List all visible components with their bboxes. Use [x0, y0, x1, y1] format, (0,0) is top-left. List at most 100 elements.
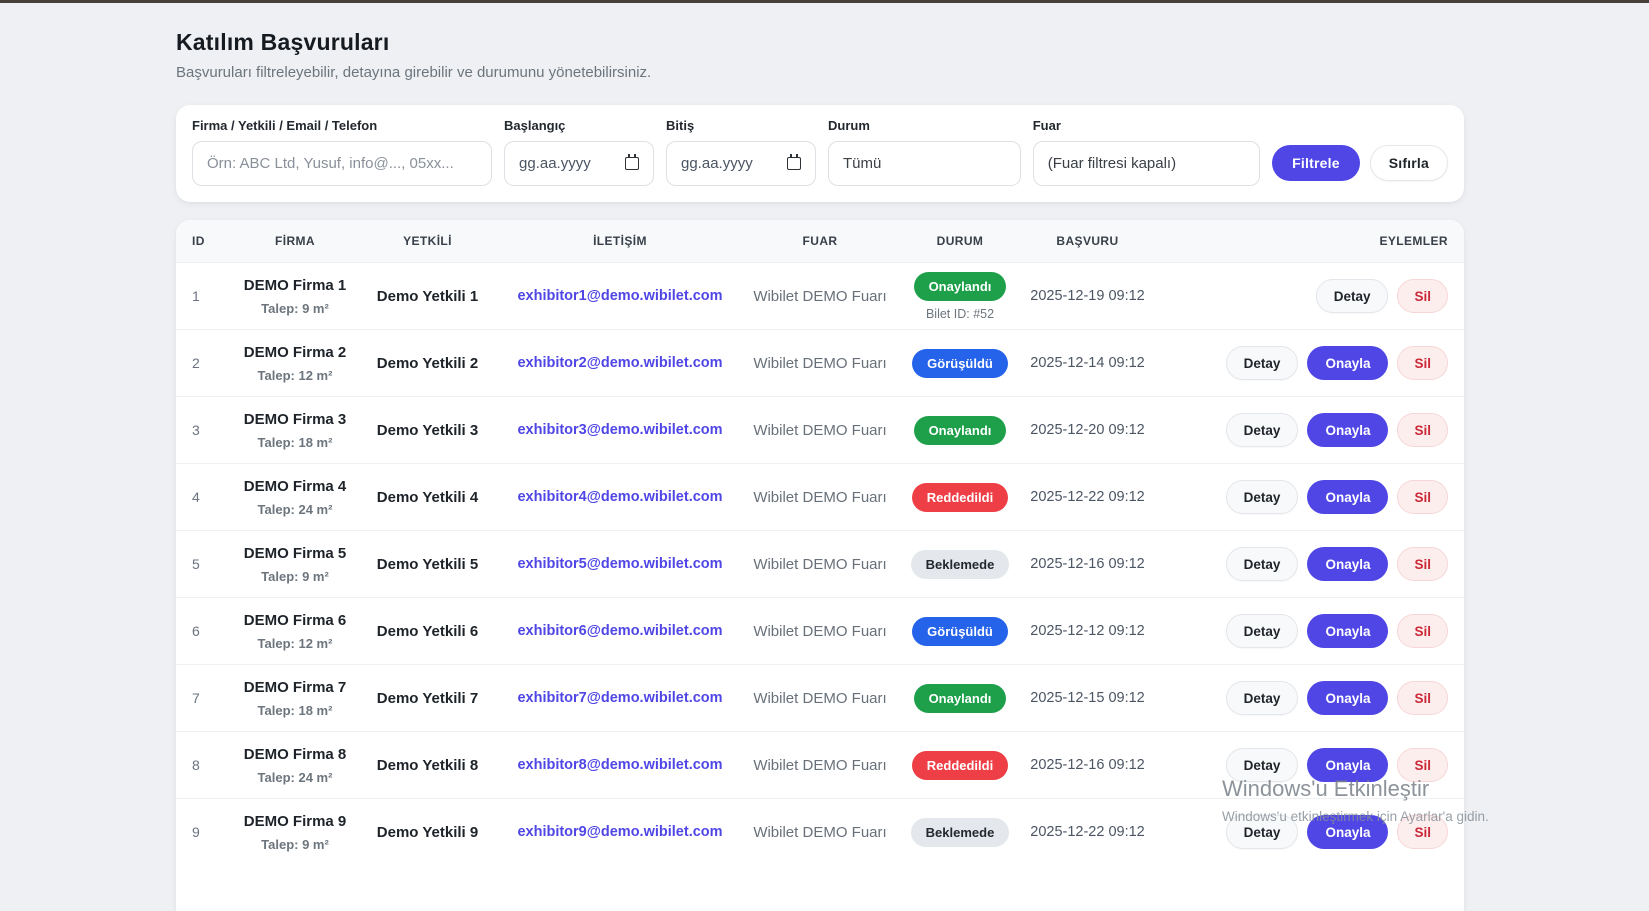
delete-button[interactable]: Sil: [1397, 480, 1448, 514]
page-title: Katılım Başvuruları: [176, 29, 390, 55]
detail-button[interactable]: Detay: [1225, 346, 1299, 380]
status-select[interactable]: Tümü: [828, 141, 1021, 186]
row-id: 5: [192, 556, 200, 572]
status-cell: Onaylandı: [905, 415, 1015, 445]
status-cell: Reddedildi: [905, 482, 1015, 512]
reset-button[interactable]: Sıfırla: [1369, 145, 1448, 181]
detail-button[interactable]: Detay: [1225, 815, 1299, 849]
table-row: 9 DEMO Firma 9 Talep: 9 m² Demo Yetkili …: [176, 798, 1464, 865]
fair-field-group: Fuar (Fuar filtresi kapalı): [1032, 118, 1261, 186]
delete-button[interactable]: Sil: [1397, 815, 1448, 849]
application-date: 2025-12-19 09:12: [1030, 288, 1145, 304]
email-cell: exhibitor7@demo.wibilet.com: [505, 689, 735, 707]
approve-button[interactable]: Onayla: [1307, 413, 1389, 447]
detail-button[interactable]: Detay: [1225, 614, 1299, 648]
end-date-input[interactable]: gg.aa.yyyy: [666, 141, 816, 186]
requested-area: Talep: 24 m²: [257, 501, 333, 517]
email-link[interactable]: exhibitor1@demo.wibilet.com: [517, 288, 723, 304]
requested-area: Talep: 9 m²: [261, 568, 329, 584]
start-date-input[interactable]: gg.aa.yyyy: [504, 141, 654, 186]
row-id: 7: [192, 690, 200, 706]
delete-button[interactable]: Sil: [1397, 748, 1448, 782]
fair-name: Wibilet DEMO Fuarı: [753, 555, 887, 573]
email-cell: exhibitor6@demo.wibilet.com: [505, 622, 735, 640]
delete-button[interactable]: Sil: [1397, 547, 1448, 581]
column-header-status: DURUM: [936, 234, 984, 248]
fair-selected-value: (Fuar filtresi kapalı): [1047, 155, 1177, 172]
applications-page: Katılım Başvuruları Başvuruları filtrele…: [176, 29, 1464, 911]
status-cell: Onaylandı: [905, 683, 1015, 713]
status-cell: Onaylandı Bilet ID: #52: [905, 271, 1015, 321]
fair-select[interactable]: (Fuar filtresi kapalı): [1032, 141, 1261, 186]
table-row: 7 DEMO Firma 7 Talep: 18 m² Demo Yetkili…: [176, 664, 1464, 731]
table-row: 3 DEMO Firma 3 Talep: 18 m² Demo Yetkili…: [176, 396, 1464, 463]
delete-button[interactable]: Sil: [1397, 413, 1448, 447]
status-badge: Beklemede: [910, 817, 1010, 847]
detail-button[interactable]: Detay: [1225, 480, 1299, 514]
search-field-group: Firma / Yetkili / Email / Telefon: [192, 118, 492, 186]
detail-button[interactable]: Detay: [1225, 413, 1299, 447]
detail-button[interactable]: Detay: [1315, 279, 1389, 313]
table-row: 4 DEMO Firma 4 Talep: 24 m² Demo Yetkili…: [176, 463, 1464, 530]
application-date: 2025-12-14 09:12: [1030, 355, 1145, 371]
filter-button[interactable]: Filtrele: [1272, 145, 1360, 181]
delete-button[interactable]: Sil: [1397, 614, 1448, 648]
delete-button[interactable]: Sil: [1397, 681, 1448, 715]
email-link[interactable]: exhibitor7@demo.wibilet.com: [517, 690, 723, 706]
requested-area: Talep: 12 m²: [257, 367, 333, 383]
row-actions: Detay Onayla Sil: [1160, 815, 1448, 849]
row-actions: Detay Sil: [1160, 279, 1448, 313]
contact-person: Demo Yetkili 4: [376, 488, 479, 506]
approve-button[interactable]: Onayla: [1307, 480, 1389, 514]
company-cell: DEMO Firma 8 Talep: 24 m²: [240, 746, 350, 785]
end-date-value: gg.aa.yyyy: [681, 155, 753, 172]
status-cell: Reddedildi: [905, 750, 1015, 780]
status-badge: Reddedildi: [911, 482, 1009, 512]
application-date: 2025-12-22 09:12: [1030, 489, 1145, 505]
approve-button[interactable]: Onayla: [1307, 547, 1389, 581]
ticket-id-note: Bilet ID: #52: [925, 306, 995, 321]
email-link[interactable]: exhibitor5@demo.wibilet.com: [517, 556, 723, 572]
contact-person: Demo Yetkili 9: [376, 823, 479, 841]
requested-area: Talep: 9 m²: [261, 836, 329, 852]
delete-button[interactable]: Sil: [1397, 346, 1448, 380]
approve-button[interactable]: Onayla: [1307, 748, 1389, 782]
email-link[interactable]: exhibitor2@demo.wibilet.com: [517, 355, 723, 371]
email-cell: exhibitor3@demo.wibilet.com: [505, 421, 735, 439]
email-link[interactable]: exhibitor8@demo.wibilet.com: [517, 757, 723, 773]
column-header-date: BAŞVURU: [1056, 234, 1119, 248]
status-badge: Onaylandı: [913, 415, 1007, 445]
approve-button[interactable]: Onayla: [1307, 815, 1389, 849]
approve-button[interactable]: Onayla: [1307, 614, 1389, 648]
row-actions: Detay Onayla Sil: [1160, 480, 1448, 514]
contact-person: Demo Yetkili 6: [376, 622, 479, 640]
email-link[interactable]: exhibitor6@demo.wibilet.com: [517, 623, 723, 639]
approve-button[interactable]: Onayla: [1307, 346, 1389, 380]
email-link[interactable]: exhibitor9@demo.wibilet.com: [517, 824, 723, 840]
search-input[interactable]: [192, 141, 492, 186]
column-header-id: ID: [192, 234, 205, 248]
row-id: 9: [192, 824, 200, 840]
status-field-group: Durum Tümü: [828, 118, 1021, 186]
detail-button[interactable]: Detay: [1225, 748, 1299, 782]
company-name: DEMO Firma 6: [243, 611, 347, 629]
application-date: 2025-12-12 09:12: [1030, 623, 1145, 639]
email-link[interactable]: exhibitor3@demo.wibilet.com: [517, 422, 723, 438]
status-badge: Görüşüldü: [912, 348, 1008, 378]
email-cell: exhibitor2@demo.wibilet.com: [505, 354, 735, 372]
company-name: DEMO Firma 9: [243, 812, 347, 830]
detail-button[interactable]: Detay: [1225, 681, 1299, 715]
row-id: 1: [192, 288, 200, 304]
table-row: 2 DEMO Firma 2 Talep: 12 m² Demo Yetkili…: [176, 329, 1464, 396]
detail-button[interactable]: Detay: [1225, 547, 1299, 581]
approve-button[interactable]: Onayla: [1307, 681, 1389, 715]
company-cell: DEMO Firma 4 Talep: 24 m²: [240, 478, 350, 517]
company-name: DEMO Firma 5: [243, 544, 347, 562]
row-actions: Detay Onayla Sil: [1160, 748, 1448, 782]
calendar-icon[interactable]: [787, 153, 801, 170]
column-header-actions: EYLEMLER: [1379, 234, 1448, 248]
column-header-fair: FUAR: [802, 234, 838, 248]
email-link[interactable]: exhibitor4@demo.wibilet.com: [517, 489, 723, 505]
delete-button[interactable]: Sil: [1397, 279, 1448, 313]
calendar-icon[interactable]: [625, 153, 639, 170]
